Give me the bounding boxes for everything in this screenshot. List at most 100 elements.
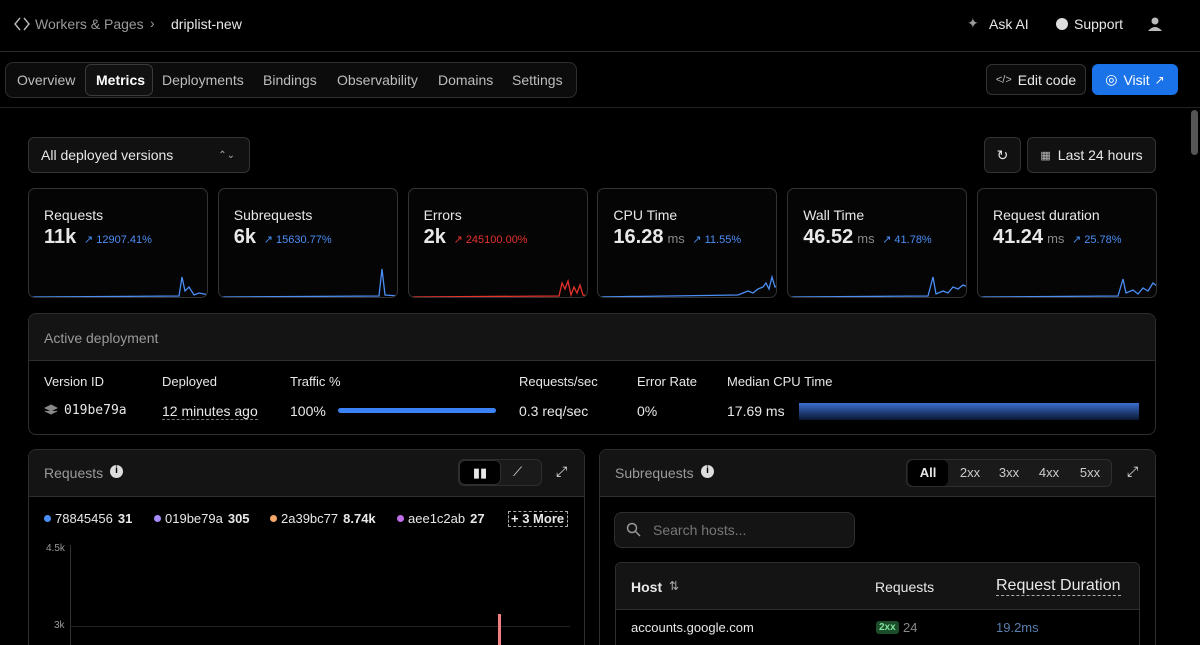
refresh-button[interactable]: ↻ (984, 137, 1021, 173)
metric-card[interactable]: Subrequests 6k ↗ 15630.77% (217, 188, 398, 298)
ask-ai[interactable]: Ask AI (989, 16, 1029, 32)
tab[interactable]: Bindings (263, 72, 317, 88)
deployment-value: 100% (290, 403, 326, 419)
column-header: Requests/sec (519, 374, 598, 389)
tab[interactable]: Metrics (96, 72, 146, 88)
metric-unit: ms (857, 231, 875, 246)
duration-cell: 19.2ms (996, 620, 1039, 635)
trend-icon: ↗ (453, 234, 463, 246)
tab[interactable]: Overview (17, 72, 76, 88)
range-label: Last 24 hours (1057, 147, 1143, 163)
bar-chart-toggle[interactable]: ▮▮ (459, 460, 501, 485)
sparkline (978, 278, 1156, 297)
legend-value: 305 (227, 511, 250, 526)
separator: › (150, 15, 155, 31)
sparkline (218, 268, 397, 297)
column-header[interactable]: Requests (875, 579, 935, 595)
edit-code-button[interactable]: </> Edit code (986, 64, 1086, 95)
sparkline (408, 278, 587, 297)
metric-number: 6k (233, 226, 257, 248)
panel-title: Subrequests (615, 465, 694, 481)
bar (498, 614, 501, 645)
host-cell: accounts.google.com (631, 620, 754, 635)
tab[interactable]: Domains (438, 72, 494, 88)
legend-value: 31 (117, 511, 133, 526)
metric-number: 16.28 (613, 226, 664, 248)
y-tick-label: 4.5k (46, 543, 65, 554)
tab[interactable]: Deployments (162, 72, 244, 88)
metric-change: ↗ 11.55% (692, 233, 741, 246)
legend-item[interactable]: 78845456 31 (55, 511, 132, 526)
support[interactable]: Support (1074, 16, 1124, 32)
trend-icon: ↗ (263, 234, 274, 246)
metric-change: ↗ 41.78% (882, 233, 932, 246)
info-icon[interactable]: i (701, 465, 714, 478)
visit-label: Visit (1123, 71, 1150, 88)
version-select-label: All deployed versions (41, 147, 174, 163)
metric-value: 46.52 ms (803, 226, 874, 249)
active-tab-bg (85, 64, 153, 96)
metric-change: ↗ 15630.77% (264, 233, 332, 246)
filter[interactable]: 5xx (1079, 465, 1101, 480)
range-button[interactable]: ▦ Last 24 hours (1027, 137, 1156, 173)
metric-number: 46.52 (803, 226, 854, 248)
panel-title: Requests (44, 465, 104, 481)
visit-button[interactable]: ◎ Visit ↗ (1092, 64, 1178, 95)
legend-dot (44, 515, 51, 522)
change-value: 25.78% (1084, 234, 1122, 246)
column-header: Traffic % (290, 374, 341, 389)
filter[interactable]: All (908, 460, 948, 486)
filter[interactable]: 3xx (998, 465, 1020, 480)
sparkline (29, 276, 207, 297)
info-icon[interactable]: i (110, 465, 123, 478)
metric-card[interactable]: Request duration 41.24 ms ↗ 25.78% (977, 188, 1157, 298)
sparkline (598, 274, 777, 297)
metric-name: Requests (44, 207, 104, 223)
scrollbar[interactable] (1191, 110, 1198, 155)
expand-icon[interactable]: ⤢ (556, 463, 568, 479)
grid-line (70, 626, 570, 627)
search-box[interactable] (614, 512, 855, 548)
metric-card[interactable]: CPU Time 16.28 ms ↗ 11.55% (597, 188, 778, 298)
user-icon[interactable] (1147, 16, 1163, 32)
change-value: 11.55% (704, 234, 742, 246)
sort-icon[interactable]: ⇅ (669, 579, 680, 593)
legend-item[interactable]: 2a39bc77 8.74k (281, 511, 376, 526)
metric-card[interactable]: Requests 11k ↗ 12907.41% (28, 188, 208, 298)
version-icon (44, 404, 58, 415)
metric-card[interactable]: Wall Time 46.52 ms ↗ 41.78% (787, 188, 968, 298)
version-select[interactable]: All deployed versions ⌃⌄ (28, 137, 250, 173)
trend-icon: ↗ (1072, 234, 1082, 246)
y-tick-label: 3k (54, 620, 65, 631)
tab[interactable]: Settings (512, 72, 563, 88)
column-header[interactable]: Host (631, 579, 663, 595)
metric-name: Wall Time (803, 207, 865, 223)
column-header: Error Rate (637, 374, 697, 389)
expand-icon[interactable]: ⤢ (1127, 463, 1139, 479)
column-header: Median CPU Time (727, 374, 833, 389)
metric-name: Request duration (993, 207, 1100, 223)
edit-code-label: Edit code (1017, 71, 1077, 88)
search-icon (626, 522, 641, 537)
filter[interactable]: 4xx (1038, 465, 1060, 480)
sparkline (788, 276, 967, 297)
legend-value: 8.74k (343, 511, 376, 526)
metric-unit: ms (667, 231, 685, 246)
legend-item[interactable]: aee1c2ab 27 (408, 511, 485, 526)
filter[interactable]: 2xx (959, 465, 981, 480)
metric-value: 2k (424, 226, 446, 249)
legend-item[interactable]: 019be79a 305 (165, 511, 250, 526)
metric-number: 11k (44, 226, 77, 248)
legend-name: aee1c2ab (408, 511, 466, 526)
deployment-value: 0.3 req/sec (519, 403, 589, 419)
breadcrumb[interactable]: Workers & Pages (35, 16, 144, 32)
legend-dot (154, 515, 161, 522)
more-button[interactable]: + 3 More (508, 511, 568, 527)
tab[interactable]: Observability (337, 72, 418, 88)
column-header: Deployed (162, 374, 217, 389)
metric-card[interactable]: Errors 2k ↗ 245100.00% (407, 188, 588, 298)
column-header[interactable]: Request Duration (996, 577, 1121, 596)
change-value: 245100.00% (465, 234, 528, 246)
legend-name: 019be79a (165, 511, 223, 526)
line-chart-toggle[interactable]: ⟋ (513, 464, 523, 479)
